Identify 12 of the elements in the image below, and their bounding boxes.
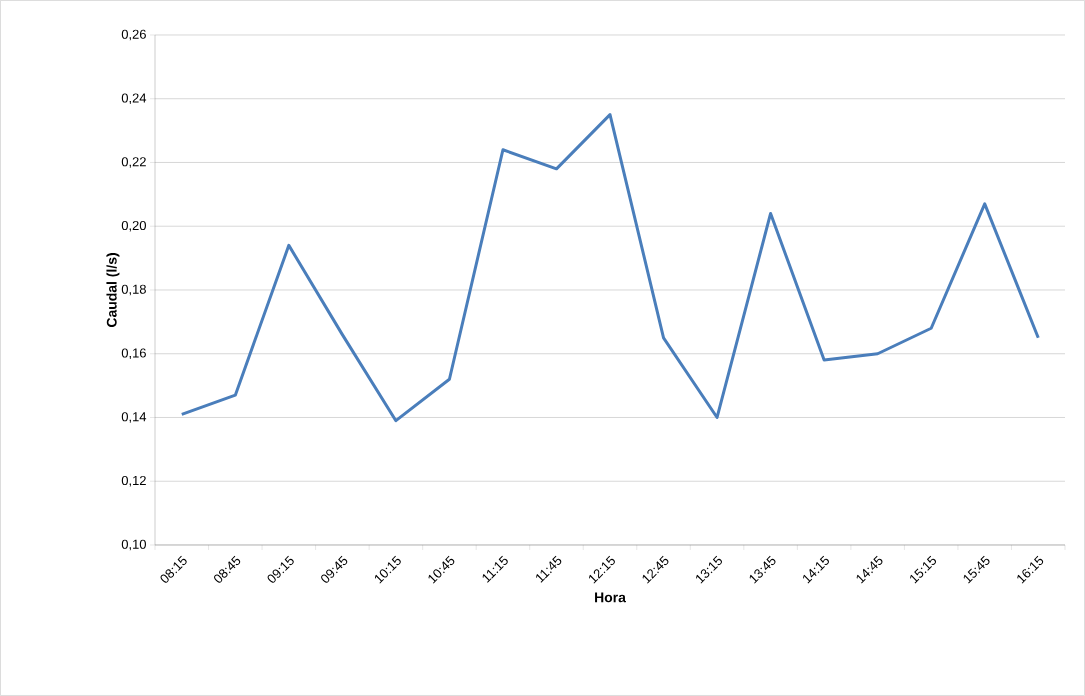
y-tick-label: 0,10 (121, 539, 146, 551)
y-tick-label: 0,22 (121, 157, 146, 168)
y-tick-label: 0,14 (121, 412, 147, 423)
line-series (180, 113, 1040, 423)
x-axis-title: Hora (595, 592, 626, 603)
y-tick-label: 0,24 (121, 93, 147, 105)
y-tick-label: 0,26 (121, 29, 146, 41)
y-tick-label: 0,12 (121, 475, 146, 487)
y-tick-label: 0,18 (121, 284, 146, 296)
y-tick-label: 0,16 (121, 348, 146, 360)
y-axis-title: Caudal (l/s) (106, 253, 120, 327)
y-tick-label: 0,20 (121, 220, 146, 232)
